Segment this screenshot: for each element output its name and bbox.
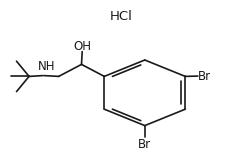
- Text: Br: Br: [197, 70, 210, 83]
- Text: OH: OH: [73, 40, 91, 52]
- Text: Br: Br: [138, 138, 151, 151]
- Text: HCl: HCl: [109, 9, 132, 23]
- Text: NH: NH: [37, 60, 55, 73]
